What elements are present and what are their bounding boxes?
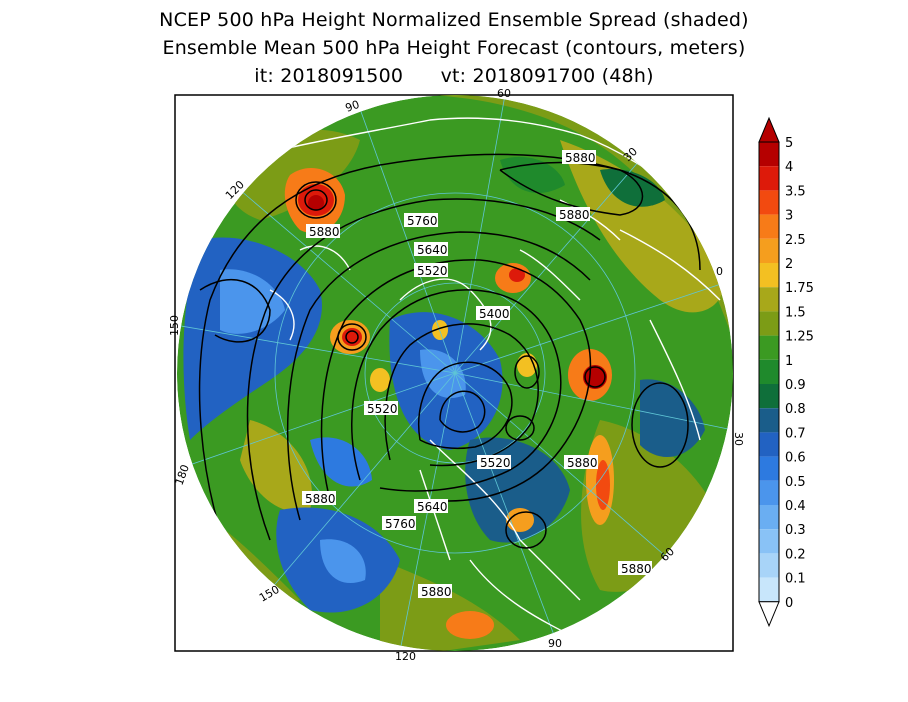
colorbar-label: 3 <box>785 209 793 224</box>
colorbar-label: 0.7 <box>785 426 806 441</box>
contour-label: 5880 <box>418 584 452 599</box>
contour-label: 5640 <box>414 499 448 514</box>
colorbar-swatch <box>759 166 779 191</box>
colorbar-swatch <box>759 432 779 457</box>
svg-text:5880: 5880 <box>309 225 340 239</box>
colorbar-swatch <box>759 384 779 409</box>
height-contours <box>198 153 701 561</box>
colorbar: 5 4 3.5 3 2.5 2 1.75 1.5 1.25 1 0.9 0.8 0.7 0.6 0.5 0.4… <box>758 116 814 628</box>
colorbar-label: 1.75 <box>785 281 814 296</box>
map-title-line-3: it: 2018091500 vt: 2018091700 (48h) <box>254 65 654 87</box>
svg-text:5880: 5880 <box>421 585 452 599</box>
colorbar-swatch <box>759 311 779 336</box>
svg-text:5880: 5880 <box>559 208 590 222</box>
svg-text:5520: 5520 <box>367 402 398 416</box>
colorbar-over-triangle <box>758 116 780 143</box>
contour-label: 5640 <box>414 242 448 257</box>
svg-text:5520: 5520 <box>417 264 448 278</box>
svg-text:5880: 5880 <box>567 456 598 470</box>
colorbar-label: 0.8 <box>785 402 806 417</box>
contour-label: 5520 <box>477 455 511 470</box>
colorbar-swatch <box>759 505 779 530</box>
colorbar-swatch <box>759 529 779 554</box>
colorbar-swatch <box>759 577 779 602</box>
svg-text:5880: 5880 <box>621 562 652 576</box>
contour-labels: 5880 5880 5880 5760 5640 5520 5400 5520 … <box>302 150 652 599</box>
lon-label: 0 <box>716 265 723 278</box>
contour-label: 5880 <box>302 491 336 506</box>
svg-text:5640: 5640 <box>417 243 448 257</box>
colorbar-label: 0.2 <box>785 547 806 562</box>
colorbar-swatch <box>759 238 779 263</box>
svg-text:5640: 5640 <box>417 500 448 514</box>
colorbar-label: 1 <box>785 354 793 369</box>
contour-label: 5880 <box>556 207 590 222</box>
contour-label: 5520 <box>364 401 398 416</box>
colorbar-swatch <box>759 214 779 239</box>
colorbar-label: 0.4 <box>785 499 806 514</box>
colorbar-swatch <box>759 190 779 215</box>
contour-label: 5520 <box>414 263 448 278</box>
lat-lon-grid <box>177 95 733 651</box>
colorbar-under-triangle <box>758 601 780 628</box>
contour-label: 5400 <box>476 306 510 321</box>
longitude-labels: 60 30 0 30 60 90 120 150 180 150 120 90 <box>168 87 745 663</box>
colorbar-swatch <box>759 335 779 360</box>
colorbar-label: 0.9 <box>785 378 806 393</box>
contour-label: 5760 <box>404 213 438 228</box>
lon-label: 60 <box>497 87 511 100</box>
contour-label: 5880 <box>306 224 340 239</box>
colorbar-label: 0.6 <box>785 451 806 466</box>
contour-label: 5880 <box>562 150 596 165</box>
lon-label: 30 <box>732 432 745 446</box>
contour-label: 5880 <box>618 561 652 576</box>
colorbar-label: 0.5 <box>785 475 806 490</box>
lon-label: 90 <box>344 98 362 115</box>
svg-text:5880: 5880 <box>305 492 336 506</box>
colorbar-label: 1.5 <box>785 305 806 320</box>
colorbar-label: 4 <box>785 160 793 175</box>
colorbar-label: 2 <box>785 257 793 272</box>
colorbar-swatch <box>759 553 779 578</box>
colorbar-label: 3.5 <box>785 184 806 199</box>
svg-text:5760: 5760 <box>407 214 438 228</box>
colorbar-swatch <box>759 263 779 288</box>
colorbar-swatch <box>759 359 779 384</box>
colorbar-label: 0.3 <box>785 523 806 538</box>
lon-label: 120 <box>395 650 416 663</box>
map-title-line-2: Ensemble Mean 500 hPa Height Forecast (c… <box>162 37 746 59</box>
contour-label: 5880 <box>564 455 598 470</box>
contour-label: 5760 <box>382 516 416 531</box>
colorbar-label: 5 <box>785 136 793 151</box>
colorbar-label: 0 <box>785 596 793 611</box>
svg-text:5880: 5880 <box>565 151 596 165</box>
lon-label: 90 <box>548 637 562 650</box>
colorbar-swatch <box>759 456 779 481</box>
colorbar-label: 2.5 <box>785 233 806 248</box>
colorbar-label: 1.25 <box>785 330 814 345</box>
svg-text:5520: 5520 <box>480 456 511 470</box>
colorbar-label: 0.1 <box>785 572 806 587</box>
map-title-line-1: NCEP 500 hPa Height Normalized Ensemble … <box>159 9 749 31</box>
colorbar-swatch <box>759 287 779 312</box>
colorbar-swatch <box>759 408 779 433</box>
colorbar-swatch <box>759 480 779 505</box>
lon-label: 150 <box>168 315 181 336</box>
svg-text:5760: 5760 <box>385 517 416 531</box>
colorbar-swatch <box>759 142 779 167</box>
svg-text:5400: 5400 <box>479 307 510 321</box>
